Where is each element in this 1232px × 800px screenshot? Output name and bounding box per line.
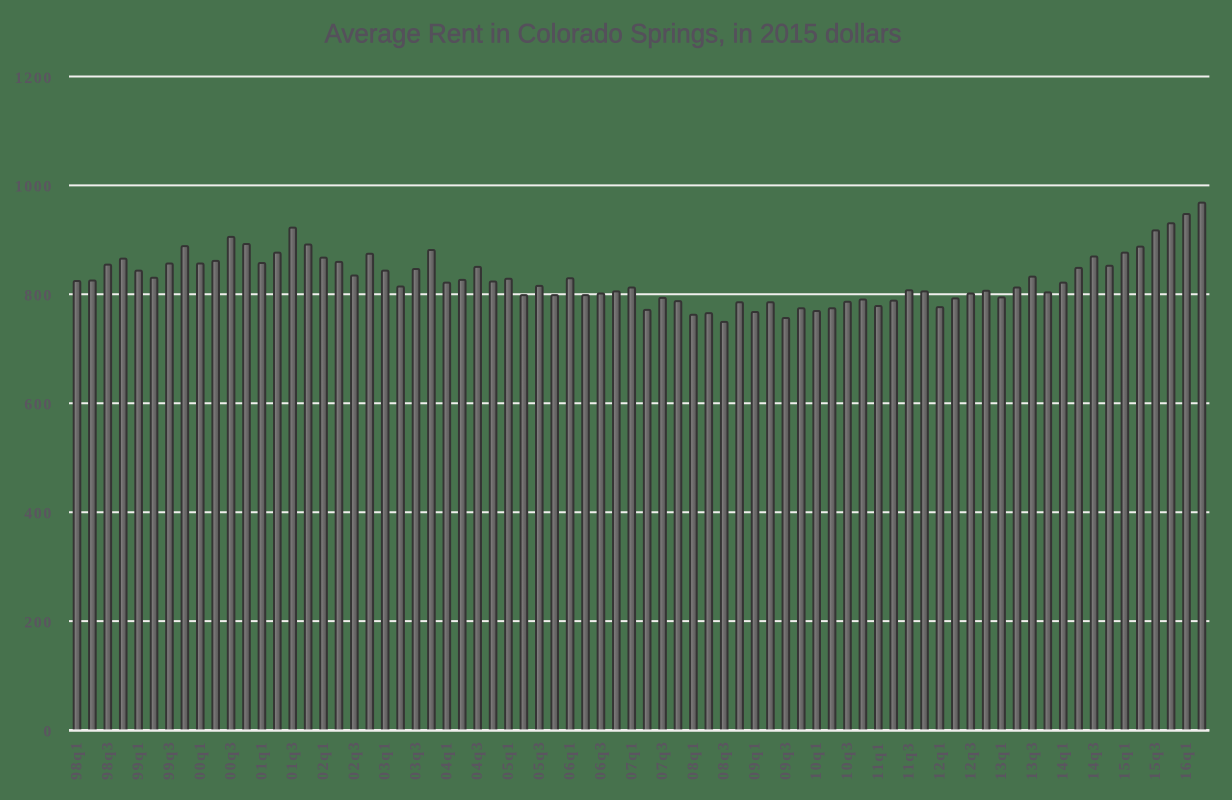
svg-text:Average Rent in Colorado Sprin: Average Rent in Colorado Springs, in 201… — [325, 19, 902, 49]
svg-text:99q3: 99q3 — [161, 741, 178, 780]
svg-text:01q3: 01q3 — [284, 741, 301, 780]
svg-text:200: 200 — [24, 614, 53, 631]
svg-text:16q1: 16q1 — [1178, 741, 1195, 780]
svg-text:03q1: 03q1 — [377, 741, 394, 780]
svg-text:12q3: 12q3 — [962, 741, 979, 780]
svg-text:02q1: 02q1 — [315, 741, 332, 780]
svg-text:09q1: 09q1 — [747, 741, 764, 780]
svg-text:99q1: 99q1 — [130, 741, 147, 780]
svg-text:01q1: 01q1 — [253, 741, 270, 780]
svg-text:11q1: 11q1 — [870, 742, 887, 780]
svg-text:08q3: 08q3 — [716, 741, 733, 780]
svg-text:04q3: 04q3 — [469, 741, 486, 780]
svg-text:1000: 1000 — [15, 179, 53, 196]
svg-text:98q3: 98q3 — [99, 741, 116, 780]
svg-text:14q1: 14q1 — [1055, 741, 1072, 780]
svg-text:14q3: 14q3 — [1086, 741, 1103, 780]
svg-text:13q1: 13q1 — [993, 741, 1010, 780]
svg-text:400: 400 — [24, 506, 53, 523]
svg-text:10q3: 10q3 — [839, 741, 856, 780]
svg-text:00q3: 00q3 — [223, 741, 240, 780]
svg-text:98q1: 98q1 — [69, 741, 86, 780]
svg-text:07q3: 07q3 — [654, 741, 671, 780]
svg-text:07q1: 07q1 — [623, 741, 640, 780]
svg-text:800: 800 — [24, 288, 53, 305]
svg-text:03q3: 03q3 — [408, 741, 425, 780]
svg-text:13q3: 13q3 — [1024, 741, 1041, 780]
svg-text:12q1: 12q1 — [931, 741, 948, 780]
svg-text:08q1: 08q1 — [685, 741, 702, 780]
svg-text:06q3: 06q3 — [592, 741, 609, 780]
svg-text:02q3: 02q3 — [346, 741, 363, 780]
svg-text:1200: 1200 — [15, 70, 53, 87]
svg-text:11q3: 11q3 — [901, 742, 918, 780]
svg-text:0: 0 — [43, 723, 53, 740]
svg-text:15q1: 15q1 — [1116, 741, 1133, 780]
svg-text:15q3: 15q3 — [1147, 741, 1164, 780]
svg-text:05q1: 05q1 — [500, 741, 517, 780]
svg-text:00q1: 00q1 — [192, 741, 209, 780]
svg-text:10q1: 10q1 — [808, 741, 825, 780]
svg-text:06q1: 06q1 — [562, 741, 579, 780]
svg-text:09q3: 09q3 — [777, 741, 794, 780]
svg-text:05q3: 05q3 — [531, 741, 548, 780]
svg-text:600: 600 — [24, 397, 53, 414]
svg-text:04q1: 04q1 — [438, 741, 455, 780]
